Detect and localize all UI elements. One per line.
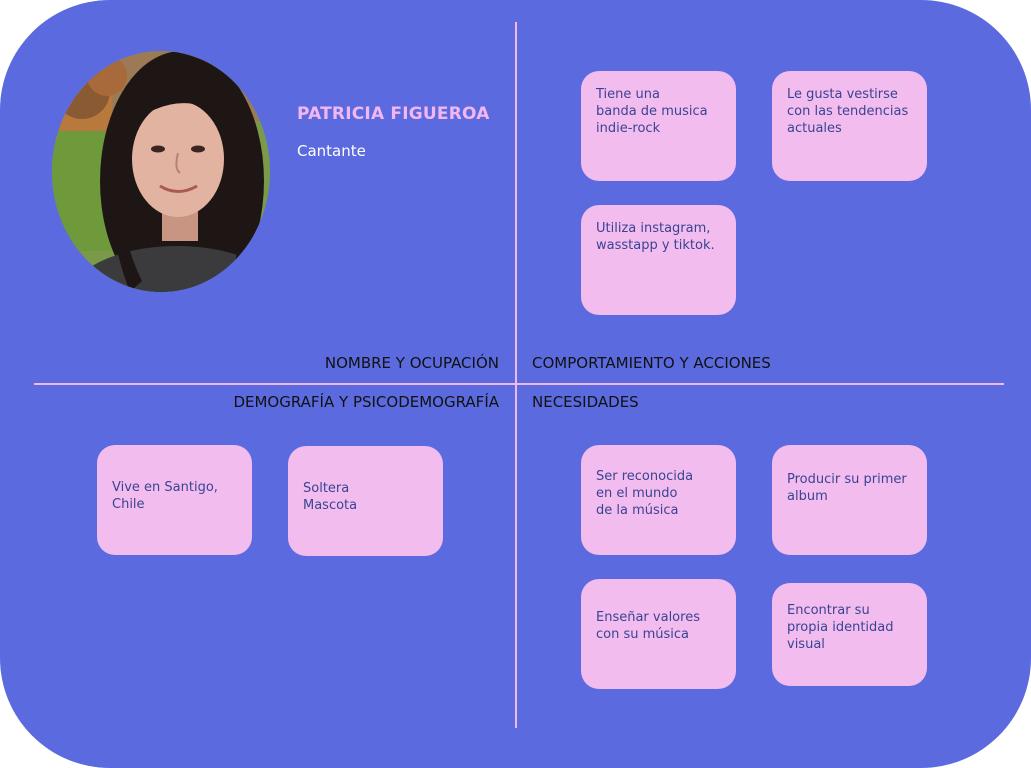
need-card: Enseñar valores con su música xyxy=(581,579,736,689)
section-title-demographics: DEMOGRAFÍA Y PSICODEMOGRAFÍA xyxy=(233,393,499,411)
need-card: Encontrar su propia identidad visual xyxy=(772,583,927,686)
section-title-name-occupation: NOMBRE Y OCUPACIÓN xyxy=(324,354,499,372)
demographic-card: Vive en Santigo, Chile xyxy=(97,445,252,555)
section-title-behavior-actions: COMPORTAMIENTO Y ACCIONES xyxy=(532,354,771,372)
behavior-card: Le gusta vestirse con las tendencias act… xyxy=(772,71,927,181)
section-title-needs: NECESIDADES xyxy=(532,393,639,411)
behavior-card: Utiliza instagram, wasstapp y tiktok. xyxy=(581,205,736,315)
behavior-card: Tiene una banda de musica indie-rock xyxy=(581,71,736,181)
horizontal-divider xyxy=(34,383,1004,385)
persona-name: PATRICIA FIGUEROA xyxy=(297,104,490,124)
need-card: Ser reconocida en el mundo de la música xyxy=(581,445,736,555)
persona-photo xyxy=(52,51,270,292)
demographic-card: Soltera Mascota xyxy=(288,446,443,556)
vertical-divider xyxy=(515,22,517,728)
persona-occupation: Cantante xyxy=(297,142,366,160)
need-card: Producir su primer album xyxy=(772,445,927,555)
